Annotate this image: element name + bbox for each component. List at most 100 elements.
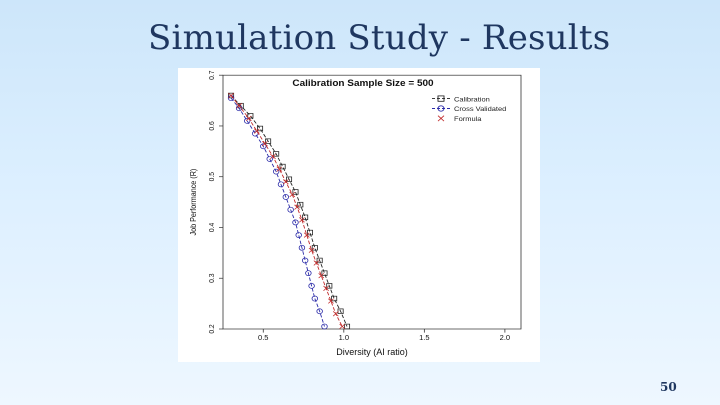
data-point (272, 168, 280, 175)
data-point (318, 273, 325, 279)
chart-title: Calibration Sample Size = 500 (292, 78, 433, 88)
data-point (305, 270, 312, 277)
y-axis-label: Job Performance (R) (189, 168, 198, 235)
data-point (298, 244, 306, 251)
data-point (311, 295, 319, 302)
data-point-stroke (313, 260, 320, 266)
series-line (230, 97, 325, 327)
data-point (292, 219, 299, 226)
data-point (311, 245, 318, 251)
legend-x-marker-stroke (437, 115, 445, 122)
legend: Calibration Cross Validated Formula (432, 95, 506, 123)
x-tick-label: 2.0 (500, 333, 510, 342)
data-point-stroke (276, 166, 283, 172)
data-point-stroke (318, 273, 325, 279)
data-point-stroke (282, 179, 289, 185)
data-point (321, 323, 328, 330)
data-point (270, 153, 276, 160)
x-tick-label: 1.0 (339, 333, 349, 342)
y-tick-label: 0.3 (208, 274, 216, 283)
data-point (247, 113, 254, 119)
data-point-stroke (228, 92, 234, 99)
data-point-stroke (245, 115, 252, 121)
data-point (332, 311, 339, 317)
data-point (316, 308, 323, 315)
plot-frame (222, 74, 522, 330)
legend-item-formula: Formula (437, 115, 482, 123)
data-point (253, 128, 260, 134)
data-point (286, 176, 293, 182)
legend-item-calibration: Calibration (432, 95, 490, 104)
data-point-stroke (328, 298, 334, 304)
series-cross-validated (227, 95, 328, 330)
data-point (301, 257, 309, 264)
data-series (227, 92, 351, 330)
data-point-stroke (299, 217, 305, 223)
slide-title: Simulation Study - Results (148, 18, 611, 58)
y-tick-label: 0.2 (208, 324, 216, 333)
data-point (273, 151, 280, 157)
data-point (297, 201, 304, 208)
chart: Calibration Sample Size = 500 0.20.30.40… (189, 70, 522, 357)
data-point (299, 217, 305, 223)
data-point (236, 103, 242, 109)
data-point (228, 92, 234, 99)
data-point (277, 181, 285, 188)
y-tick-label: 0.6 (208, 121, 216, 130)
legend-label-calibration: Calibration (454, 96, 490, 104)
series-formula (228, 92, 346, 330)
data-point (265, 138, 272, 144)
data-point-stroke (339, 323, 346, 330)
data-point (344, 323, 351, 330)
data-point (279, 163, 286, 170)
legend-square-marker-icon (437, 95, 445, 102)
y-tick-label: 0.5 (208, 172, 216, 181)
data-point (308, 282, 315, 289)
data-point (326, 283, 333, 289)
data-point (287, 206, 294, 213)
data-point (302, 214, 309, 221)
data-point (303, 232, 310, 238)
data-point (266, 156, 273, 162)
data-point (316, 257, 323, 264)
data-point (228, 92, 235, 99)
data-point (282, 179, 289, 185)
series-line (230, 95, 348, 327)
data-point-stroke (294, 204, 300, 210)
data-point (306, 229, 313, 236)
data-point-stroke (270, 153, 276, 160)
series-line (230, 95, 343, 327)
legend-label-cross-validated: Cross Validated (454, 106, 506, 114)
data-point-stroke (261, 141, 268, 147)
data-point-stroke (236, 103, 242, 109)
data-point-stroke (332, 311, 339, 317)
y-tick-label: 0.4 (208, 223, 216, 232)
data-point (323, 285, 329, 291)
data-point (295, 232, 302, 238)
series-calibration (228, 92, 351, 330)
data-point-stroke (289, 191, 296, 198)
data-point (245, 115, 252, 121)
data-point-stroke (323, 285, 329, 291)
data-point (337, 308, 344, 314)
legend-item-cross-validated: Cross Validated (432, 105, 506, 114)
axes: 0.2 0.3 0.4 0.5 0.6 0.7 (208, 70, 506, 334)
chart-panel: Calibration Sample Size = 500 0.2 0.3 0.4 0… (178, 68, 540, 362)
x-tick-label: 0.5 (258, 333, 268, 342)
data-point-stroke (253, 128, 260, 134)
data-point (331, 295, 338, 302)
data-point (308, 247, 315, 253)
data-point (276, 166, 283, 172)
data-point (282, 194, 290, 200)
data-point (294, 204, 300, 210)
data-point-stroke (303, 232, 310, 238)
data-point (261, 141, 268, 147)
data-point (339, 323, 346, 330)
y-tick-label: 0.7 (208, 70, 216, 79)
page-number: 50 (660, 380, 677, 394)
data-point (292, 189, 299, 195)
data-point (328, 298, 334, 304)
x-axis-label: Diversity (AI ratio) (336, 347, 408, 357)
legend-label-formula: Formula (454, 115, 482, 123)
legend-circle-marker-icon (437, 105, 445, 112)
